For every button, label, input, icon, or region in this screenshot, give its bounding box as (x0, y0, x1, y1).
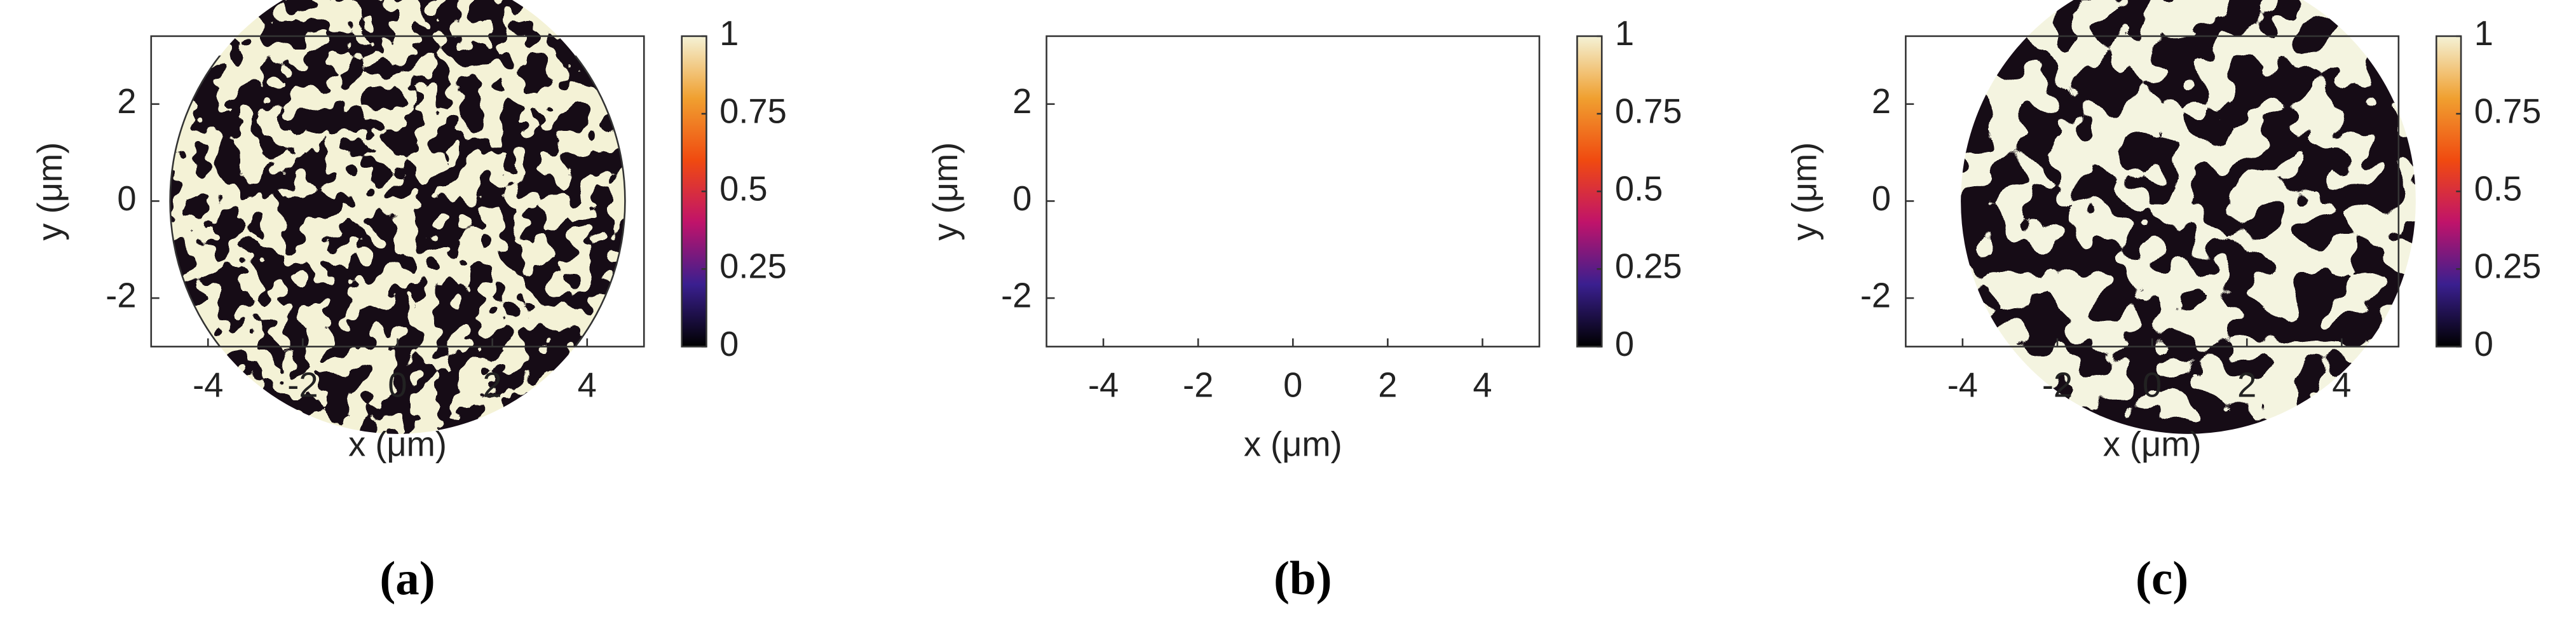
colorbar-tick-label: 1 (1615, 14, 1634, 53)
heatmap-pattern (1065, 55, 1520, 346)
y-tick-label: 2 (117, 82, 136, 121)
x-tick-label: -2 (2042, 365, 2073, 404)
x-tick-label: -4 (1088, 365, 1119, 404)
colorbar-tick-label: 0.75 (719, 92, 787, 130)
colorbar-tick-label: 0.75 (1615, 92, 1682, 130)
colorbar-tick-label: 0.5 (1615, 170, 1663, 208)
y-tick-label: -2 (1001, 276, 1032, 315)
pattern-clip (1925, 55, 2380, 346)
y-tick-label: -2 (106, 276, 136, 315)
y-axis-label: y (μm) (1785, 142, 1824, 241)
x-tick-label: 0 (388, 365, 407, 404)
x-tick-label: 4 (1473, 365, 1492, 404)
colorbar-tick-label: 0 (1615, 325, 1634, 363)
x-tick-label: 4 (578, 365, 597, 404)
disc-outline-clip (169, 55, 626, 347)
y-tick-label: 2 (1012, 82, 1032, 121)
x-tick-label: 0 (1283, 365, 1302, 404)
y-tick-label: 0 (1872, 179, 1891, 218)
heatmap-pattern (170, 55, 625, 347)
panel: -4 -2 0 2 4 -2 0 2 x (μm) y (μm) 0 0.25 0.5 0.75 1 (b) (926, 14, 1682, 605)
y-tick-label: 0 (117, 179, 136, 218)
panel-caption: (b) (1274, 552, 1332, 605)
y-axis-label: y (μm) (31, 142, 69, 241)
y-tick-label: 0 (1012, 179, 1032, 218)
x-tick-label: 2 (2237, 365, 2256, 404)
panel: -4 -2 0 2 4 -2 0 2 x (μm) y (μm) 0 0.25 0.5 0.75 1 (a) (31, 14, 787, 605)
x-tick-label: -4 (193, 365, 223, 404)
panel-caption: (c) (2136, 552, 2188, 605)
x-tick-label: -2 (1183, 365, 1213, 404)
colorbar-tick-label: 1 (2474, 14, 2493, 53)
panel-caption: (a) (379, 552, 435, 605)
colorbar-tick-label: 1 (719, 14, 739, 53)
colorbar-tick-label: 0.5 (2474, 170, 2522, 208)
pattern-clip (1065, 55, 1520, 346)
colorbar-tick-label: 0.75 (2474, 92, 2542, 130)
heatmap-pattern (1925, 55, 2380, 346)
colorbar-tick-label: 0 (2474, 325, 2493, 363)
axes-box (1046, 35, 1541, 348)
colorbar-tick-label: 0.25 (2474, 247, 2542, 286)
axes-box (1905, 35, 2400, 348)
colorbar-tick-label: 0.25 (1615, 247, 1682, 286)
x-tick-label: -2 (287, 365, 318, 404)
x-axis-label: x (μm) (1244, 424, 1342, 463)
colorbar-tick-label: 0.25 (719, 247, 787, 286)
disc-outline (169, 55, 626, 347)
panel: -4 -2 0 2 4 -2 0 2 x (μm) y (μm) 0 0.25 0.5 0.75 1 (c) (1785, 14, 2542, 605)
x-tick-label: 4 (2332, 365, 2351, 404)
y-tick-label: 2 (1872, 82, 1891, 121)
x-tick-label: 2 (1378, 365, 1397, 404)
x-axis-label: x (μm) (348, 424, 447, 463)
pattern-clip (170, 55, 625, 347)
colorbar-tick-label: 0.5 (719, 170, 767, 208)
y-axis-label: y (μm) (926, 142, 965, 241)
y-tick-label: -2 (1860, 276, 1891, 315)
colorbar-tick-label: 0 (719, 325, 739, 363)
x-tick-label: 2 (483, 365, 502, 404)
x-tick-label: 0 (2143, 365, 2162, 404)
x-tick-label: -4 (1947, 365, 1978, 404)
x-axis-label: x (μm) (2103, 424, 2202, 463)
